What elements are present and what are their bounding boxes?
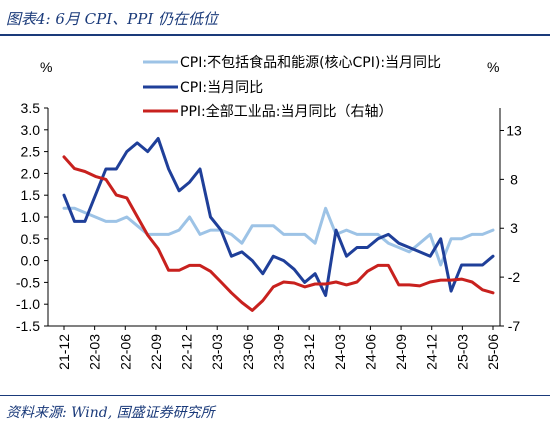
left-tick-label: -0.5 [16,274,40,290]
x-tick-label: 24-03 [332,334,348,370]
footer-divider [0,395,550,396]
x-tick-label: 22-03 [87,334,103,370]
right-axis-unit: % [487,59,499,75]
left-tick-label: 2.0 [21,165,41,181]
left-tick-label: -1.0 [16,296,40,312]
figure-title: 图表4: 6月 CPI、PPI 仍在低位 [6,10,219,28]
x-tick-label: 23-03 [209,334,225,370]
legend: CPI:不包括食品和能源(核心CPI):当月同比 CPI:当月同比 PPI:全部… [143,54,441,120]
series-line-cpi [62,137,495,297]
right-tick-label: 3 [510,220,518,236]
legend-label-ppi: PPI:全部工业品:当月同比（右轴） [180,103,392,120]
source-note: 资料来源: Wind, 国盛证券研究所 [6,405,215,421]
x-tick-label: 23-12 [301,334,317,370]
left-tick-label: 2.5 [21,144,41,160]
x-tick-label: 23-06 [240,334,256,370]
right-tick-label: -7 [508,318,521,334]
x-tick-label: 24-12 [424,334,440,370]
x-tick-label: 24-09 [393,334,409,370]
series-line-ppi [62,155,495,312]
left-tick-label: -1.5 [16,318,40,334]
x-tick-label: 25-03 [454,334,470,370]
left-axis-unit: % [40,59,52,75]
x-tick-label: 22-09 [148,334,164,370]
x-tick-label: 25-06 [485,334,501,370]
right-tick-label: -2 [508,269,521,285]
x-tick-label: 22-12 [179,334,195,370]
left-tick-label: 0.0 [21,253,41,269]
legend-label-core-cpi: CPI:不包括食品和能源(核心CPI):当月同比 [180,54,441,71]
series-layer [62,137,495,312]
right-tick-label: 13 [506,122,522,138]
x-tick-label: 23-09 [271,334,287,370]
left-tick-label: 0.5 [21,231,41,247]
right-tick-label: 8 [510,171,518,187]
left-tick-label: 3.5 [21,100,41,116]
left-tick-label: 1.0 [21,209,41,225]
title-divider [0,34,550,36]
x-tick-label: 24-06 [362,334,378,370]
series-line-core-cpi [62,206,495,267]
x-tick-label: 22-06 [117,334,133,370]
x-tick-label: 21-12 [56,334,72,370]
left-tick-label: 3.0 [21,122,41,138]
axes: 3.5 3.0 2.5 2.0 1.5 1.0 0.5 0.0 -0.5 -1.0 -1.5 13 8 3… [16,100,522,370]
legend-label-cpi: CPI:当月同比 [180,80,263,96]
left-tick-label: 1.5 [21,187,41,203]
